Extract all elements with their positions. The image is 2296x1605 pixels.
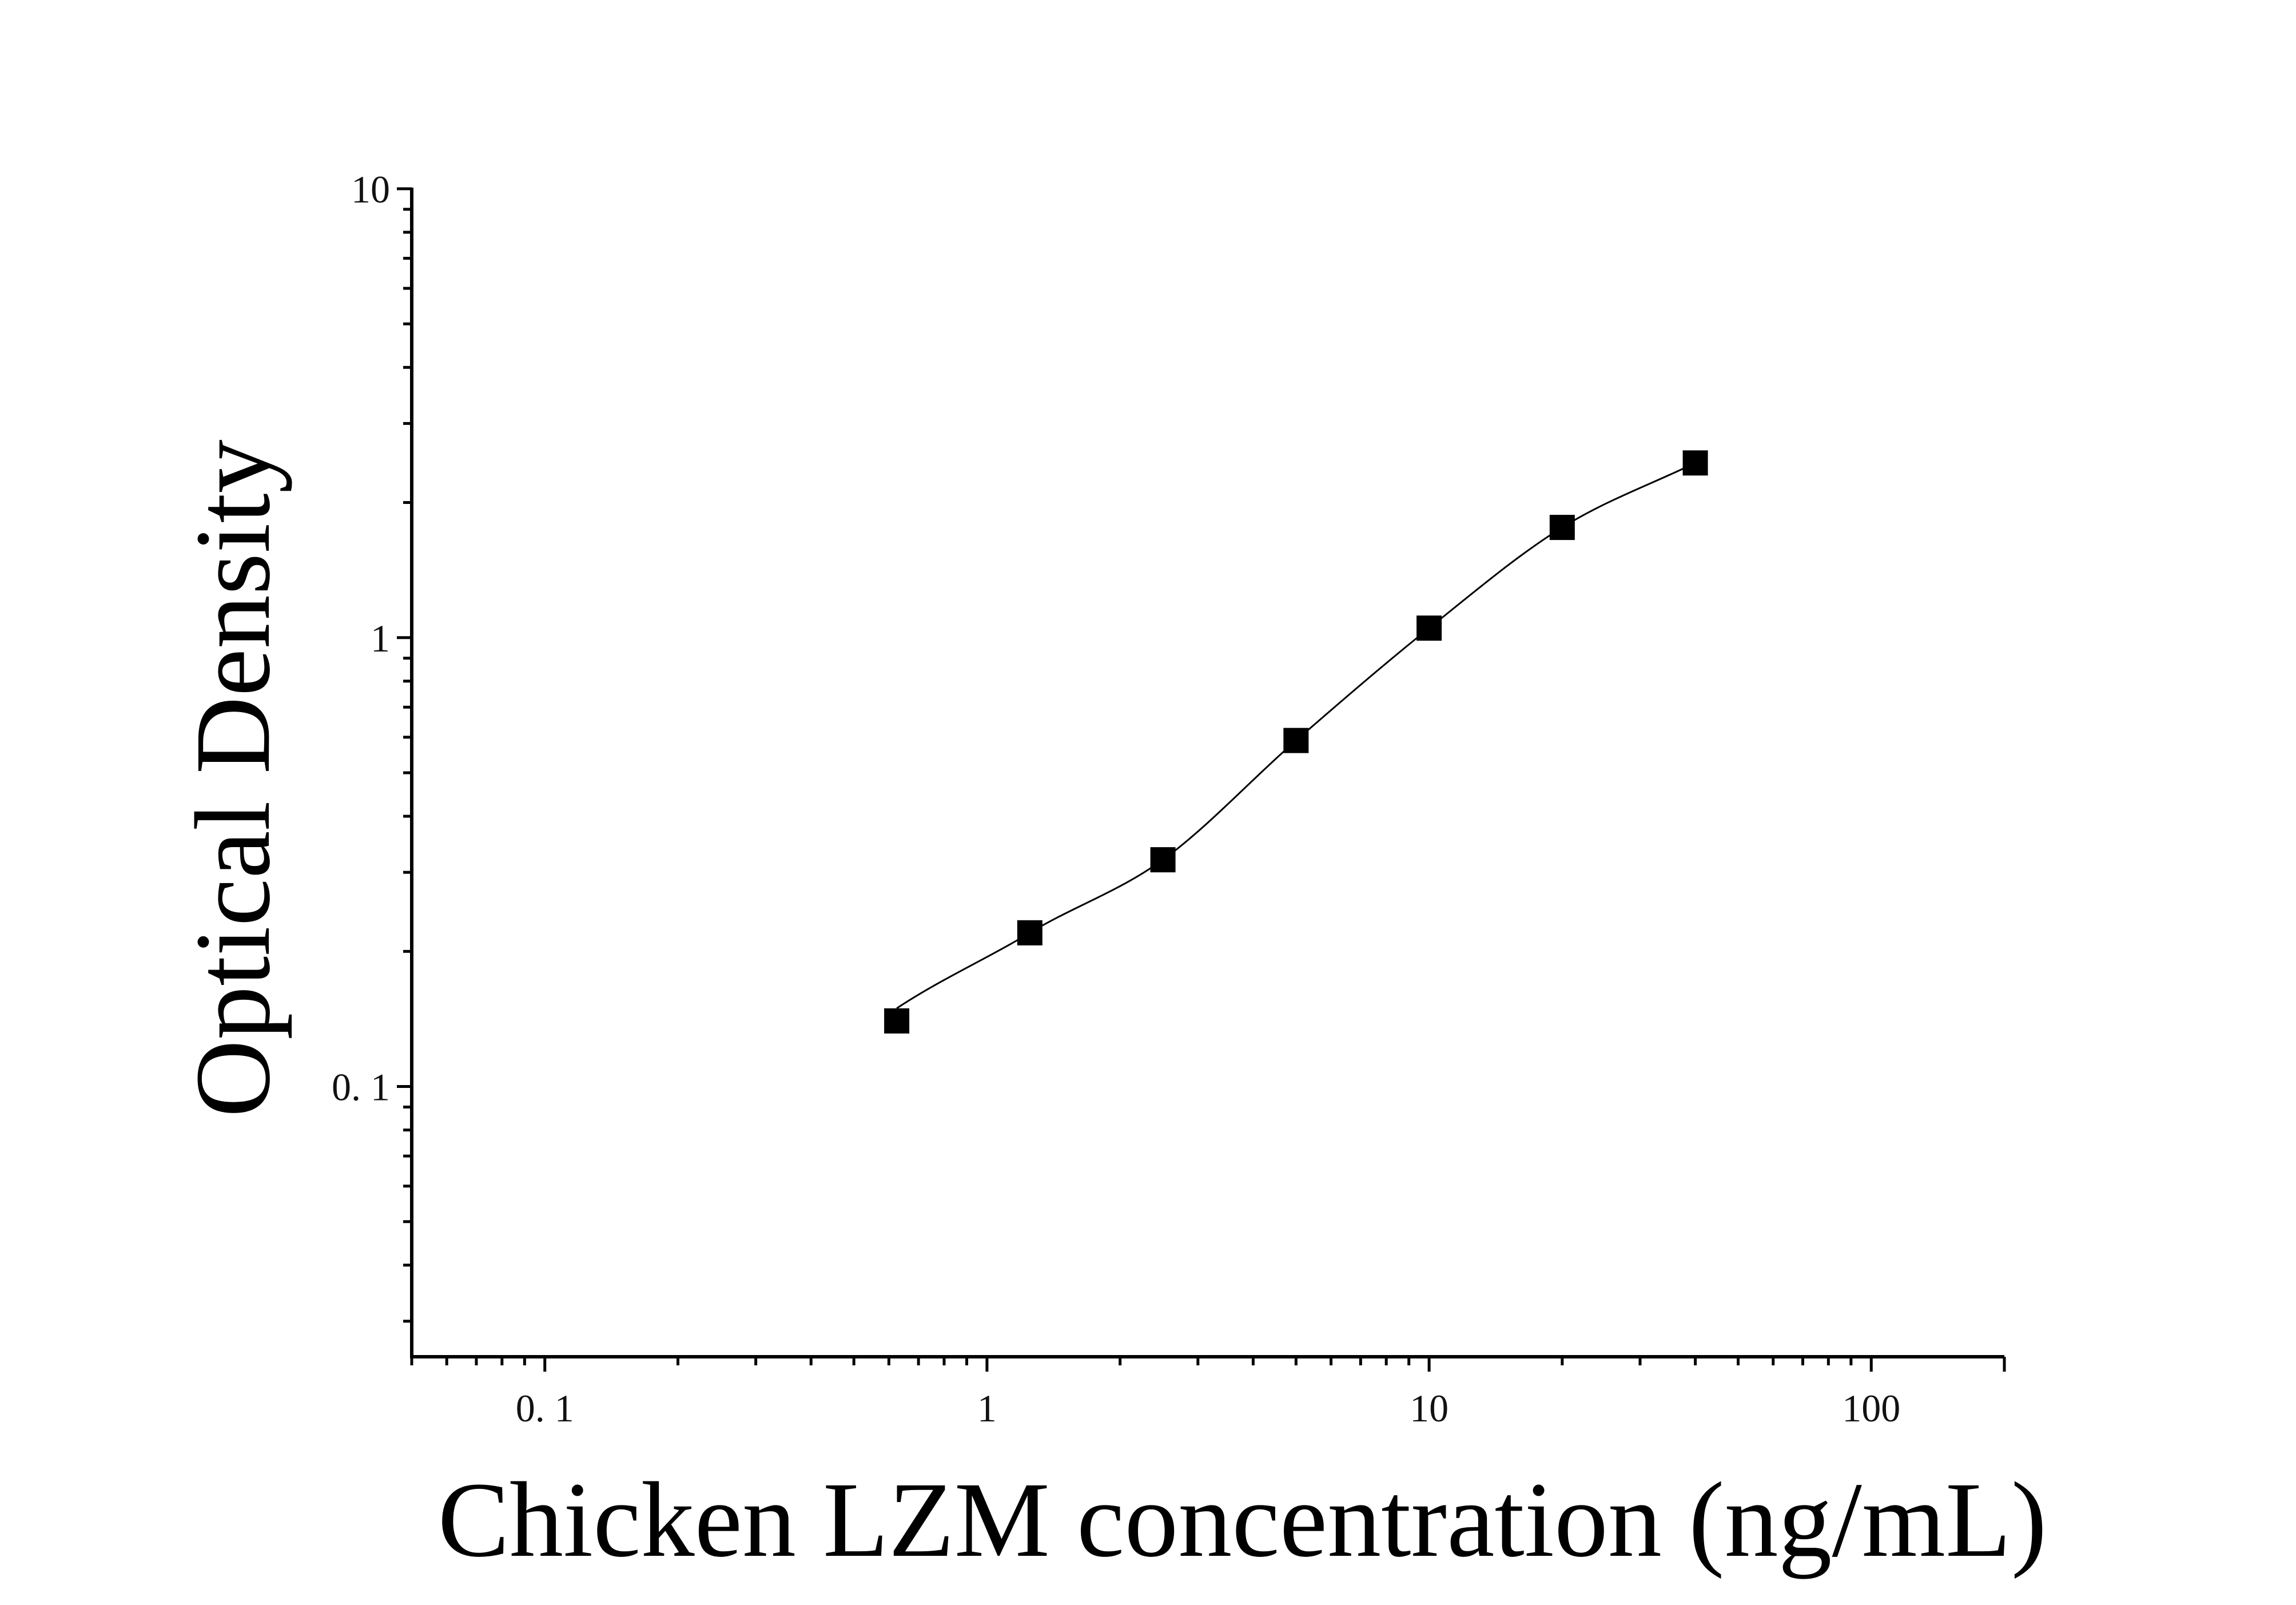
- x-axis-ticks: [410, 1357, 2006, 1372]
- x-tick-label: 10: [1410, 1387, 1449, 1430]
- data-point-4: [1283, 728, 1309, 753]
- y-axis-title: Optical Density: [173, 439, 292, 1117]
- y-tick-label: 10: [351, 168, 390, 211]
- data-point-2: [1017, 920, 1042, 945]
- y-tick-label: 1: [371, 617, 390, 660]
- y-tick-label: 0. 1: [332, 1066, 390, 1109]
- data-point-3: [1150, 847, 1176, 873]
- y-axis-ticks: [397, 187, 412, 1323]
- x-tick-label: 100: [1842, 1387, 1900, 1430]
- x-axis-title: Chicken LZM concentration (ng/mL): [438, 1460, 2047, 1579]
- x-tick-label: 1: [977, 1387, 997, 1430]
- data-point-6: [1549, 515, 1575, 541]
- data-points: [884, 450, 1708, 1034]
- data-point-7: [1682, 450, 1708, 476]
- data-point-5: [1416, 615, 1442, 641]
- x-tick-label: 0. 1: [516, 1387, 574, 1430]
- y-axis-tick-labels: 0. 1 1 10: [332, 168, 390, 1109]
- x-axis-tick-labels: 0. 1 1 10 100: [516, 1387, 1901, 1430]
- data-point-1: [884, 1008, 910, 1034]
